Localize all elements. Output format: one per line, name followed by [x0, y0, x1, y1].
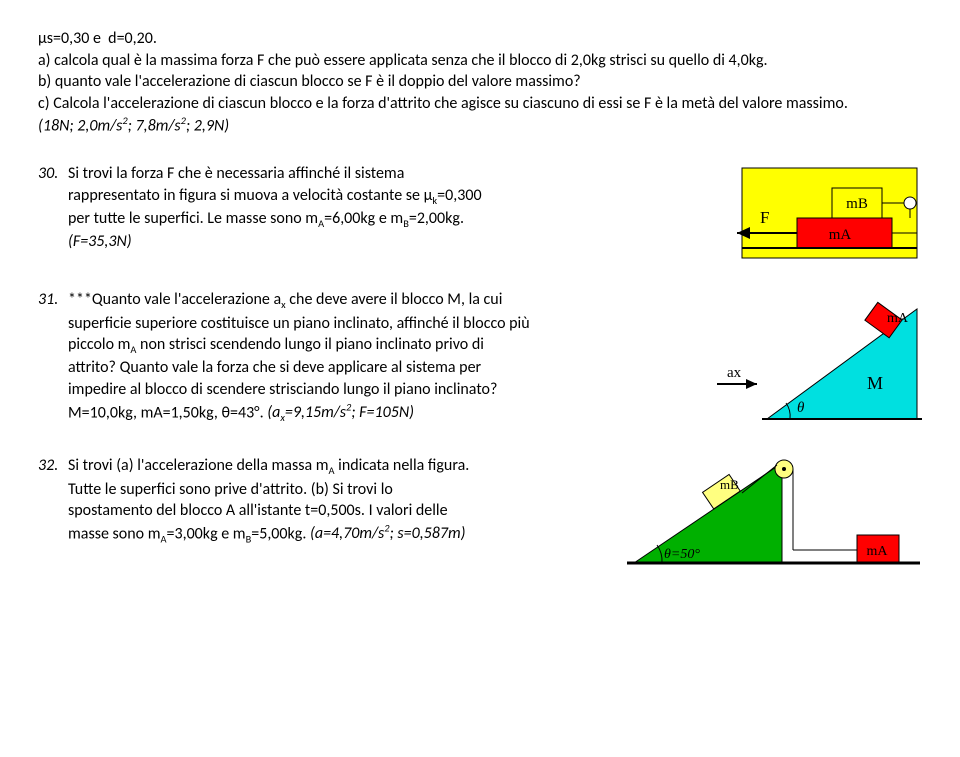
- svg-text:θ=50°: θ=50°: [664, 547, 700, 562]
- svg-text:mA: mA: [829, 227, 852, 243]
- svg-text:mA: mA: [887, 311, 909, 326]
- intro-c: c) Calcola l'accelerazione di ciascun bl…: [38, 93, 922, 115]
- problem-number: 31.: [38, 289, 68, 429]
- intro-answer: (18N; 2,0m/s2; 7,8m/s2; 2,9N): [38, 114, 922, 137]
- problem-32-figure: θ=50° mB mA: [622, 455, 922, 570]
- problem-30-figure: mA mB F: [712, 163, 922, 263]
- problem-29-continued: μs=0,30 e d=0,20. a) calcola qual è la m…: [38, 28, 922, 137]
- intro-b: b) quanto vale l'accelerazione di ciascu…: [38, 71, 922, 93]
- problem-30-text: Si trovi la forza F che è necessaria aff…: [68, 163, 702, 263]
- svg-text:M: M: [867, 373, 883, 393]
- svg-text:mB: mB: [720, 477, 739, 492]
- intro-line0: μs=0,30 e d=0,20.: [38, 28, 922, 50]
- problem-32: 32. Si trovi (a) l'accelerazione della m…: [38, 455, 922, 570]
- svg-text:F: F: [760, 208, 769, 227]
- svg-text:θ: θ: [797, 400, 805, 416]
- problem-31: 31. ***Quanto vale l'accelerazione ax ch…: [38, 289, 922, 429]
- intro-a: a) calcola qual è la massima forza F che…: [38, 50, 922, 72]
- problem-31-text: ***Quanto vale l'accelerazione ax che de…: [68, 289, 702, 429]
- problem-number: 32.: [38, 455, 68, 570]
- problem-30-answer: (F=35,3N): [68, 231, 702, 253]
- svg-text:mB: mB: [846, 196, 868, 212]
- svg-text:ax: ax: [727, 365, 742, 381]
- problem-31-figure: ax M θ mA: [712, 289, 922, 429]
- problem-30: 30. Si trovi la forza F che è necessaria…: [38, 163, 922, 263]
- problem-32-text: Si trovi (a) l'accelerazione della massa…: [68, 455, 612, 570]
- problem-number: 30.: [38, 163, 68, 263]
- svg-text:mA: mA: [867, 544, 889, 559]
